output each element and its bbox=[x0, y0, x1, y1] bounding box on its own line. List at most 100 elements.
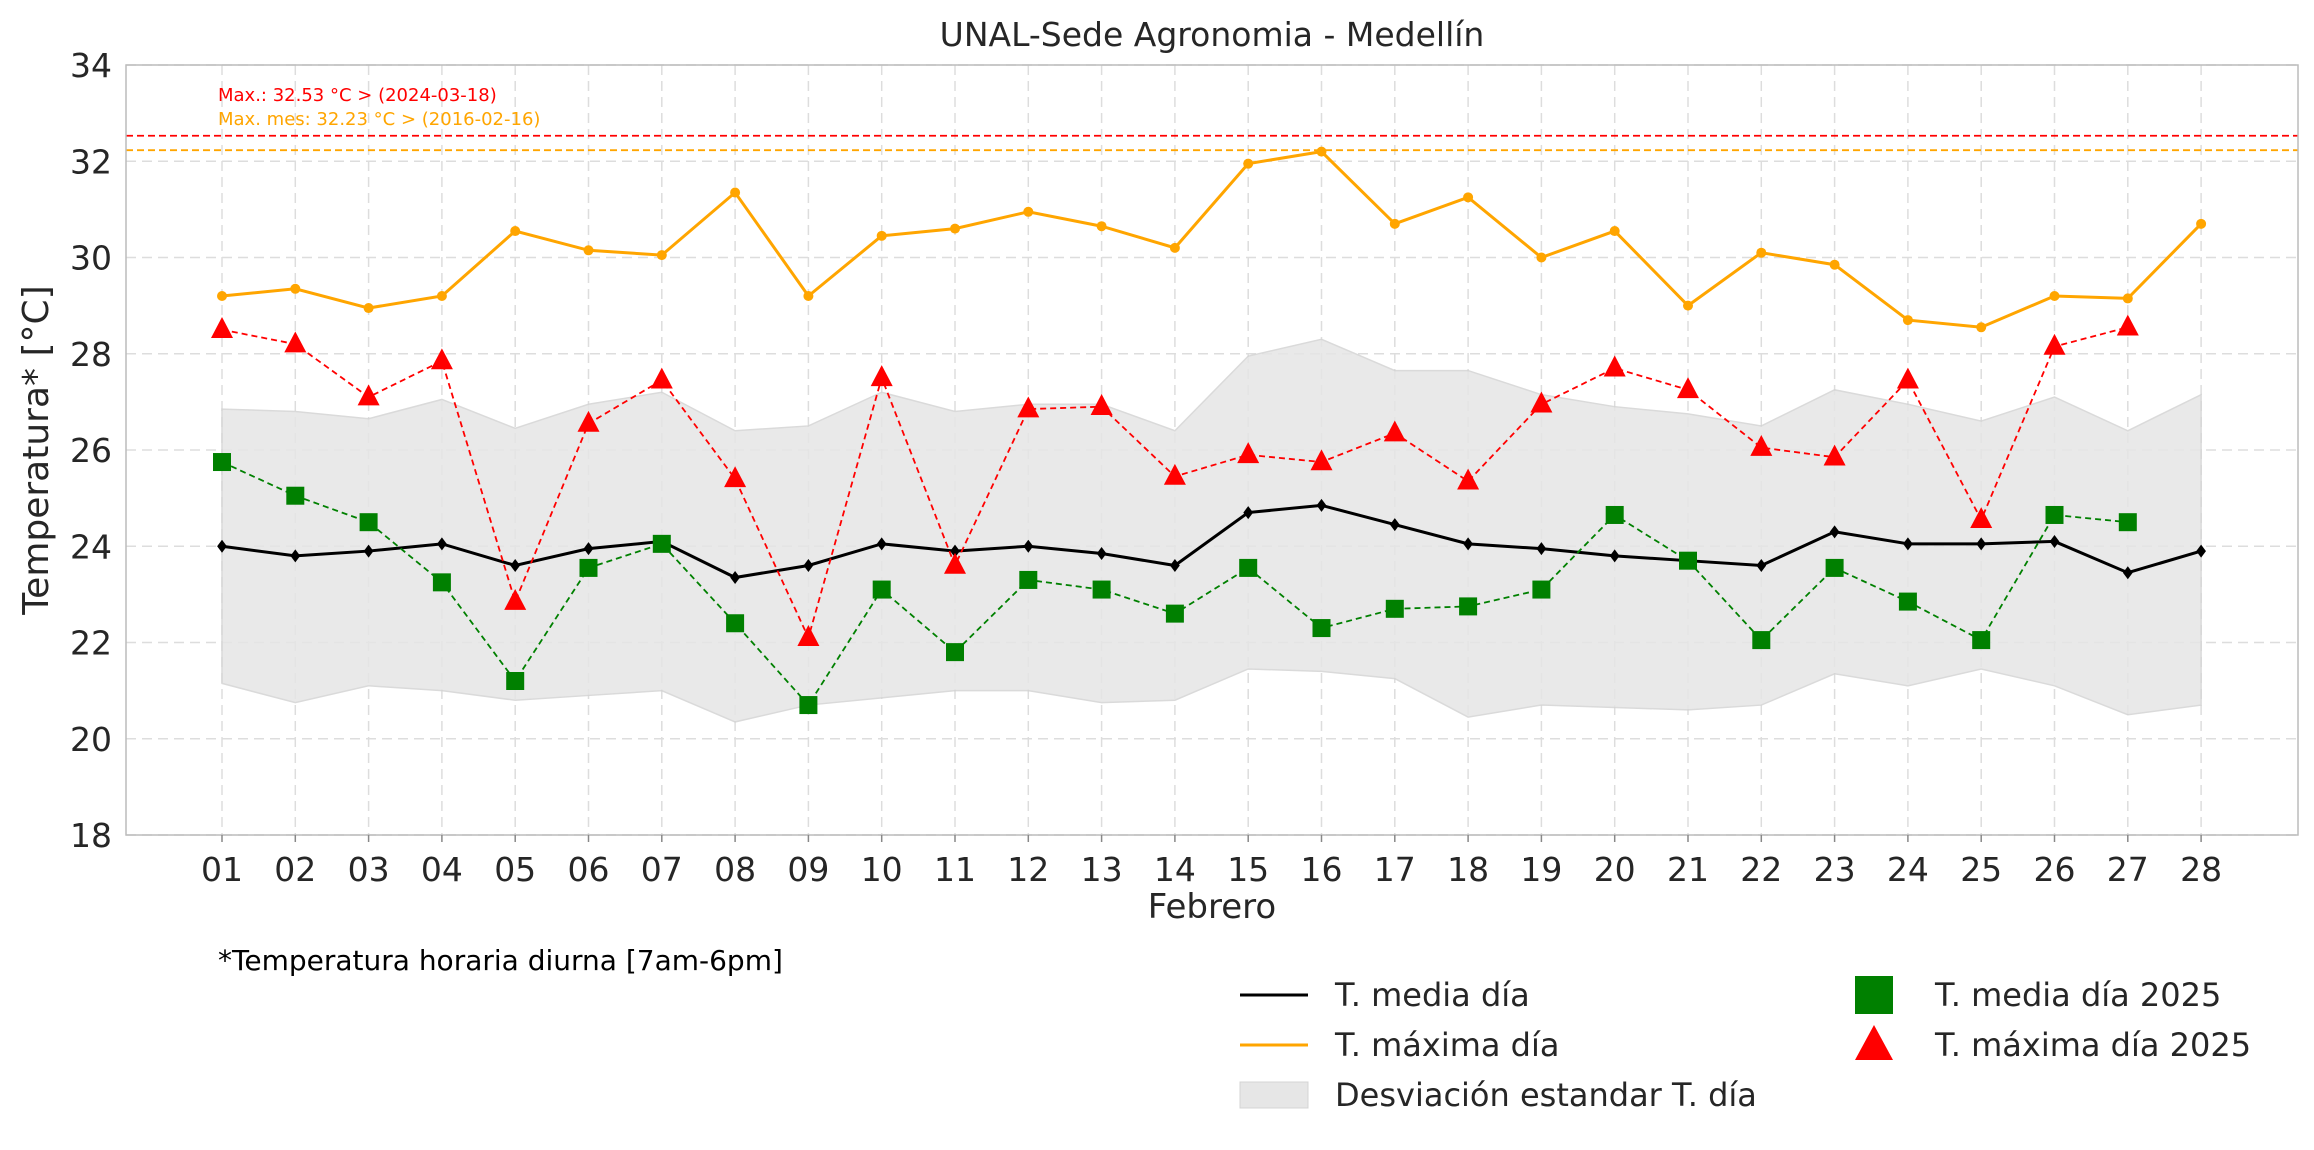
footnote: *Temperatura horaria diurna [7am-6pm] bbox=[218, 944, 783, 977]
y-tick-label: 32 bbox=[70, 142, 112, 181]
x-tick-label: 28 bbox=[2180, 850, 2222, 889]
y-tick-label: 28 bbox=[70, 335, 112, 374]
data-point bbox=[1389, 518, 1400, 532]
x-tick-label: 02 bbox=[274, 850, 316, 889]
x-tick-label: 05 bbox=[494, 850, 536, 889]
std-band-layer bbox=[221, 338, 2202, 723]
x-tick-label: 04 bbox=[421, 850, 463, 889]
legend-item: T. máxima día bbox=[1240, 1026, 1559, 1064]
data-point bbox=[1463, 192, 1474, 203]
reference-label: Max. mes: 32.23 °C > (2016-02-16) bbox=[218, 109, 540, 130]
data-point bbox=[799, 696, 818, 715]
data-point bbox=[724, 466, 747, 488]
x-tick-label: 27 bbox=[2107, 850, 2149, 889]
data-point bbox=[363, 544, 374, 558]
series-line bbox=[221, 150, 2203, 329]
data-point bbox=[2043, 333, 2066, 355]
series-2 bbox=[217, 146, 2207, 333]
data-point bbox=[730, 571, 740, 585]
data-point bbox=[1243, 506, 1254, 520]
data-point bbox=[950, 544, 960, 558]
x-tick-label: 13 bbox=[1081, 850, 1123, 889]
data-point bbox=[1383, 420, 1406, 442]
data-point bbox=[2049, 291, 2060, 301]
data-point bbox=[1976, 537, 1987, 551]
data-point bbox=[1389, 218, 1400, 229]
data-point bbox=[1750, 434, 1773, 456]
x-tick-label: 15 bbox=[1227, 850, 1269, 889]
data-point bbox=[1316, 498, 1327, 512]
legend-item: T. media día bbox=[1240, 976, 1530, 1014]
legend-item: T. media día 2025 bbox=[1855, 976, 2221, 1014]
data-point bbox=[1023, 206, 1034, 217]
x-tick-label: 09 bbox=[787, 850, 829, 889]
x-tick-label: 25 bbox=[1960, 850, 2002, 889]
data-point bbox=[1312, 619, 1331, 638]
x-tick-label: 22 bbox=[1740, 850, 1782, 889]
x-tick-label: 19 bbox=[1520, 850, 1562, 889]
data-point bbox=[217, 291, 227, 301]
data-point bbox=[2045, 505, 2064, 524]
data-point bbox=[2116, 314, 2139, 336]
data-point bbox=[1976, 322, 1987, 333]
data-point bbox=[1683, 300, 1693, 311]
data-point bbox=[803, 559, 814, 572]
data-point bbox=[290, 549, 301, 563]
x-tick-label: 26 bbox=[2034, 850, 2076, 889]
data-point bbox=[1457, 468, 1480, 490]
std-band-area bbox=[221, 338, 2202, 723]
data-point bbox=[583, 542, 594, 556]
reference-label: Max.: 32.53 °C > (2024-03-18) bbox=[218, 85, 497, 106]
data-point bbox=[359, 513, 378, 532]
y-axis-label: Temperatura* [°C] bbox=[16, 285, 57, 615]
data-point bbox=[430, 348, 453, 370]
data-point bbox=[1752, 631, 1771, 650]
legend: T. media día T. máxima día Desviación esta… bbox=[1239, 976, 2251, 1114]
data-point bbox=[1532, 580, 1551, 599]
data-point bbox=[1605, 505, 1624, 524]
data-point bbox=[1096, 546, 1107, 560]
legend-swatch bbox=[1239, 1081, 1309, 1109]
data-point bbox=[1829, 259, 1840, 270]
data-point bbox=[1165, 604, 1184, 623]
x-tick-label: 20 bbox=[1594, 850, 1636, 889]
legend-swatch bbox=[1855, 976, 1893, 1014]
chart-title: UNAL-Sede Agronomia - Medellín bbox=[940, 15, 1485, 54]
data-point bbox=[1092, 580, 1111, 599]
data-point bbox=[1163, 463, 1186, 485]
data-point bbox=[1896, 367, 1919, 389]
data-point bbox=[1536, 542, 1547, 556]
legend-item: T. máxima día 2025 bbox=[1855, 1025, 2251, 1064]
data-point bbox=[1096, 221, 1107, 232]
data-point bbox=[1385, 599, 1404, 618]
data-point bbox=[583, 245, 594, 256]
data-point bbox=[1017, 396, 1040, 418]
series-3 bbox=[213, 453, 2137, 715]
x-tick-label: 01 bbox=[201, 850, 243, 889]
y-tick-label: 20 bbox=[70, 720, 112, 759]
data-point bbox=[1459, 597, 1478, 616]
data-point bbox=[2196, 544, 2206, 558]
legend-label: Desviación estandar T. día bbox=[1335, 1076, 1757, 1114]
data-point bbox=[797, 625, 820, 646]
data-point bbox=[950, 223, 960, 234]
data-point bbox=[1237, 442, 1260, 464]
x-tick-label: 03 bbox=[348, 850, 390, 889]
data-point bbox=[1536, 252, 1547, 263]
data-point bbox=[506, 672, 525, 690]
data-point bbox=[650, 367, 673, 389]
reference-lines: Max.: 32.53 °C > (2024-03-18) Max. mes: 3… bbox=[126, 85, 2298, 152]
data-point bbox=[217, 539, 227, 553]
data-point bbox=[504, 588, 527, 610]
data-point bbox=[579, 558, 598, 577]
data-point bbox=[2118, 513, 2137, 532]
data-point bbox=[357, 384, 380, 406]
data-point bbox=[872, 580, 891, 599]
x-tick-label: 06 bbox=[568, 850, 610, 889]
data-point bbox=[1677, 377, 1699, 399]
x-tick-label: 10 bbox=[861, 850, 903, 889]
data-point bbox=[944, 552, 966, 574]
legend-item: Desviación estandar T. día bbox=[1239, 1076, 1757, 1114]
